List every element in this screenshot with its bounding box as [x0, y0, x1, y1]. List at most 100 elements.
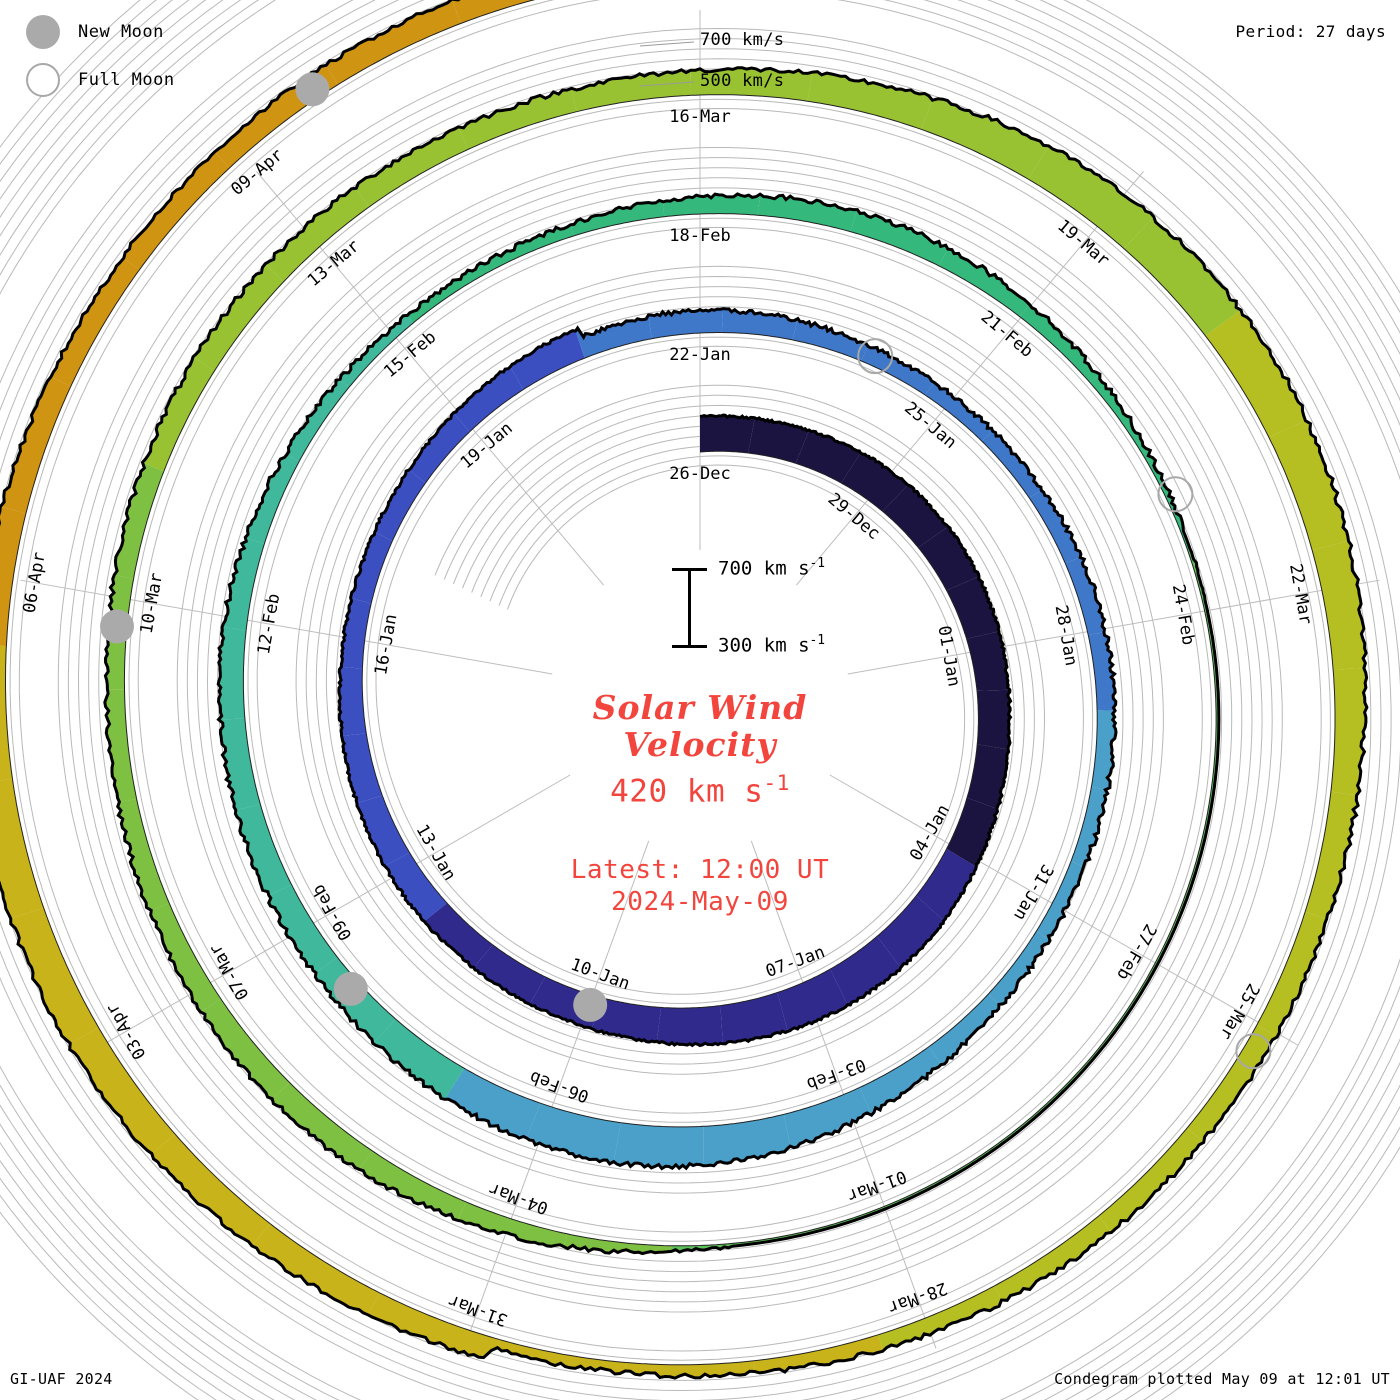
chart-title: Solar Wind Velocity	[430, 689, 970, 764]
speed-band-segment	[372, 1019, 465, 1100]
speed-band-segment	[981, 431, 1042, 498]
speed-band-segment	[374, 470, 426, 542]
speed-band-segment	[452, 0, 534, 24]
speed-band-segment	[878, 1285, 1002, 1352]
current-velocity-value: 420 km s-1	[430, 770, 970, 809]
speed-band-segment	[338, 666, 367, 736]
speed-band-segment	[916, 848, 977, 921]
speed-band-segment	[663, 194, 761, 217]
speed-band-segment	[1098, 1127, 1204, 1233]
speed-band-segment	[117, 798, 170, 911]
speed-band-segment	[0, 779, 44, 919]
speed-band-segment	[1071, 786, 1108, 867]
speed-band-segment	[792, 318, 868, 361]
date-label: 16-Jan	[371, 613, 401, 677]
speed-band-segment	[861, 346, 935, 395]
latest-time: Latest: 12:00 UT	[570, 855, 830, 886]
current-velocity-exponent: -1	[763, 769, 790, 795]
date-label: 22-Mar	[1285, 562, 1315, 626]
speed-band-segment	[1065, 557, 1105, 635]
speed-band-segment	[123, 151, 230, 270]
speed-band-segment	[1029, 490, 1081, 564]
speed-band-segment	[222, 537, 265, 631]
speed-band-segment	[850, 209, 948, 266]
radial-tick-label-700: 700 km/s	[700, 30, 785, 50]
speed-band-segment	[510, 330, 585, 390]
period-note: Period: 27 days	[1235, 22, 1386, 41]
speed-band-segment	[700, 415, 755, 453]
new-moon-marker	[100, 609, 134, 644]
speed-band-segment	[1049, 1024, 1119, 1103]
moon-legend: New Moon Full Moon	[26, 8, 175, 104]
speed-band-segment	[977, 689, 1011, 750]
scale-label-bottom-exponent: -1	[809, 633, 826, 648]
velocity-scale-bar: 700 km s-1 300 km s-1	[672, 556, 922, 657]
speed-band-segment	[1210, 644, 1219, 745]
full-moon-marker	[1235, 1033, 1272, 1070]
speed-band-segment	[218, 718, 261, 811]
radial-spoke	[847, 579, 1380, 675]
speed-band-segment	[407, 262, 489, 324]
speed-band-segment	[1205, 310, 1306, 438]
speed-band-segment	[776, 1209, 877, 1241]
speed-band-segment	[929, 993, 999, 1065]
speed-band-segment	[1187, 1025, 1278, 1143]
speed-band-segment	[193, 263, 284, 372]
full-moon-icon	[26, 63, 60, 97]
speed-band-segment	[966, 631, 1010, 691]
date-label: 28-Jan	[1051, 604, 1081, 668]
speed-band-segment	[757, 194, 858, 232]
credit-right: Condegram plotted May 09 at 12:01 UT	[1054, 1370, 1390, 1388]
scale-tick-bottom	[672, 645, 707, 648]
speed-band-segment	[860, 1046, 941, 1116]
speed-band-segment	[575, 314, 652, 359]
speed-band-segment	[571, 69, 692, 112]
speed-band-segment	[1028, 145, 1154, 249]
speed-band-segment	[946, 797, 998, 867]
scale-bar-line	[688, 568, 691, 648]
speed-band-segment	[326, 0, 461, 85]
speed-band-segment	[1256, 911, 1327, 1037]
speed-band-segment	[473, 944, 546, 1005]
date-label: 12-Feb	[254, 592, 284, 656]
speed-band-segment	[656, 1005, 723, 1046]
speed-band-segment	[526, 1103, 621, 1164]
speed-band-segment	[1089, 374, 1153, 461]
latest-date: 2024-May-09	[611, 886, 789, 917]
speed-band-segment	[841, 453, 908, 512]
speed-band-segment	[245, 454, 299, 545]
new-moon-icon	[26, 15, 60, 49]
speed-band-segment	[570, 200, 665, 236]
radial-axis-leader	[639, 41, 695, 47]
speed-band-segment	[356, 126, 468, 207]
speed-band-segment	[938, 249, 1030, 317]
date-label: 06-Feb	[527, 1066, 592, 1106]
current-velocity-number: 420 km s	[610, 773, 764, 810]
radial-axis-leaders	[639, 41, 695, 87]
speed-band-segment	[151, 1134, 271, 1246]
radial-spoke	[463, 840, 650, 1349]
scale-label-bottom-text: 300 km s	[718, 634, 810, 657]
speed-band-segment	[251, 1223, 380, 1315]
speed-band-segment	[795, 430, 861, 483]
legend-label-full-moon: Full Moon	[78, 70, 175, 90]
speed-band-segment	[1123, 216, 1241, 336]
speed-band-segment	[753, 1334, 883, 1373]
full-moon-marker	[857, 338, 894, 375]
speed-band-segment	[409, 412, 470, 483]
credit-left: GI-UAF 2024	[10, 1370, 113, 1388]
speed-band-segment	[150, 903, 221, 1012]
speed-band-segment	[235, 804, 292, 896]
latest-timestamp: Latest: 12:00 UT 2024-May-09	[430, 855, 970, 918]
speed-band-segment	[0, 645, 13, 781]
speed-band-segment	[882, 485, 949, 548]
speed-band-segment	[218, 627, 247, 720]
radial-axis-leader	[639, 81, 695, 87]
speed-baseline-trace	[5, 0, 1336, 1366]
speed-band-segment	[272, 1082, 373, 1170]
